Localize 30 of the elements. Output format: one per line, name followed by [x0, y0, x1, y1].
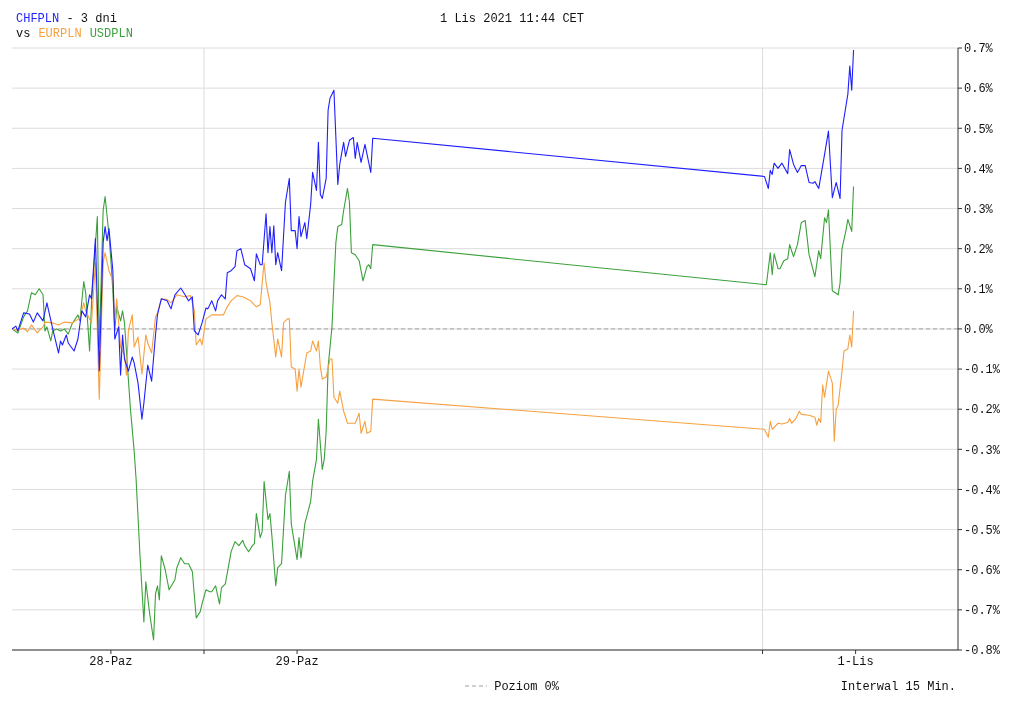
y-tick-label: 0.6% — [964, 82, 994, 97]
y-tick-label: 0.1% — [964, 283, 994, 298]
chart-title: - 3 dni — [66, 12, 117, 26]
text: Interwal 15 Min. — [840, 680, 956, 694]
y-tick-label: 0.5% — [964, 122, 994, 137]
y-tick-label: 0.2% — [964, 242, 994, 257]
y-tick-label: 0.3% — [964, 202, 994, 217]
text: CHFPLN — [16, 12, 60, 26]
line-series — [12, 185, 855, 641]
y-tick-label: -0.7% — [964, 604, 1001, 619]
x-tick-label: 29-Paz — [275, 654, 319, 669]
y-tick-label: -0.4% — [964, 483, 1001, 498]
line-series — [12, 252, 855, 442]
text: EURPLN — [38, 27, 82, 41]
y-tick-label: -0.3% — [964, 443, 1001, 458]
line-series — [12, 49, 855, 420]
legend-label: Poziom 0% — [493, 680, 559, 694]
y-tick-label: -0.5% — [964, 523, 1001, 538]
x-tick-label: 1-Lis — [837, 654, 874, 669]
chart-subtitle: 1 Lis 2021 11:44 CET — [439, 12, 585, 26]
y-tick-label: -0.2% — [964, 403, 1001, 418]
y-tick-label: 0.0% — [964, 323, 994, 338]
y-tick-label: -0.8% — [964, 644, 1001, 659]
y-tick-label: 0.7% — [964, 42, 994, 57]
y-tick-label: -0.6% — [964, 563, 1001, 578]
x-tick-label: 28-Paz — [89, 654, 133, 669]
legend-title: vs — [16, 27, 31, 41]
y-tick-label: 0.4% — [964, 162, 994, 177]
text: USDPLN — [89, 27, 133, 41]
y-tick-label: -0.1% — [964, 363, 1001, 378]
